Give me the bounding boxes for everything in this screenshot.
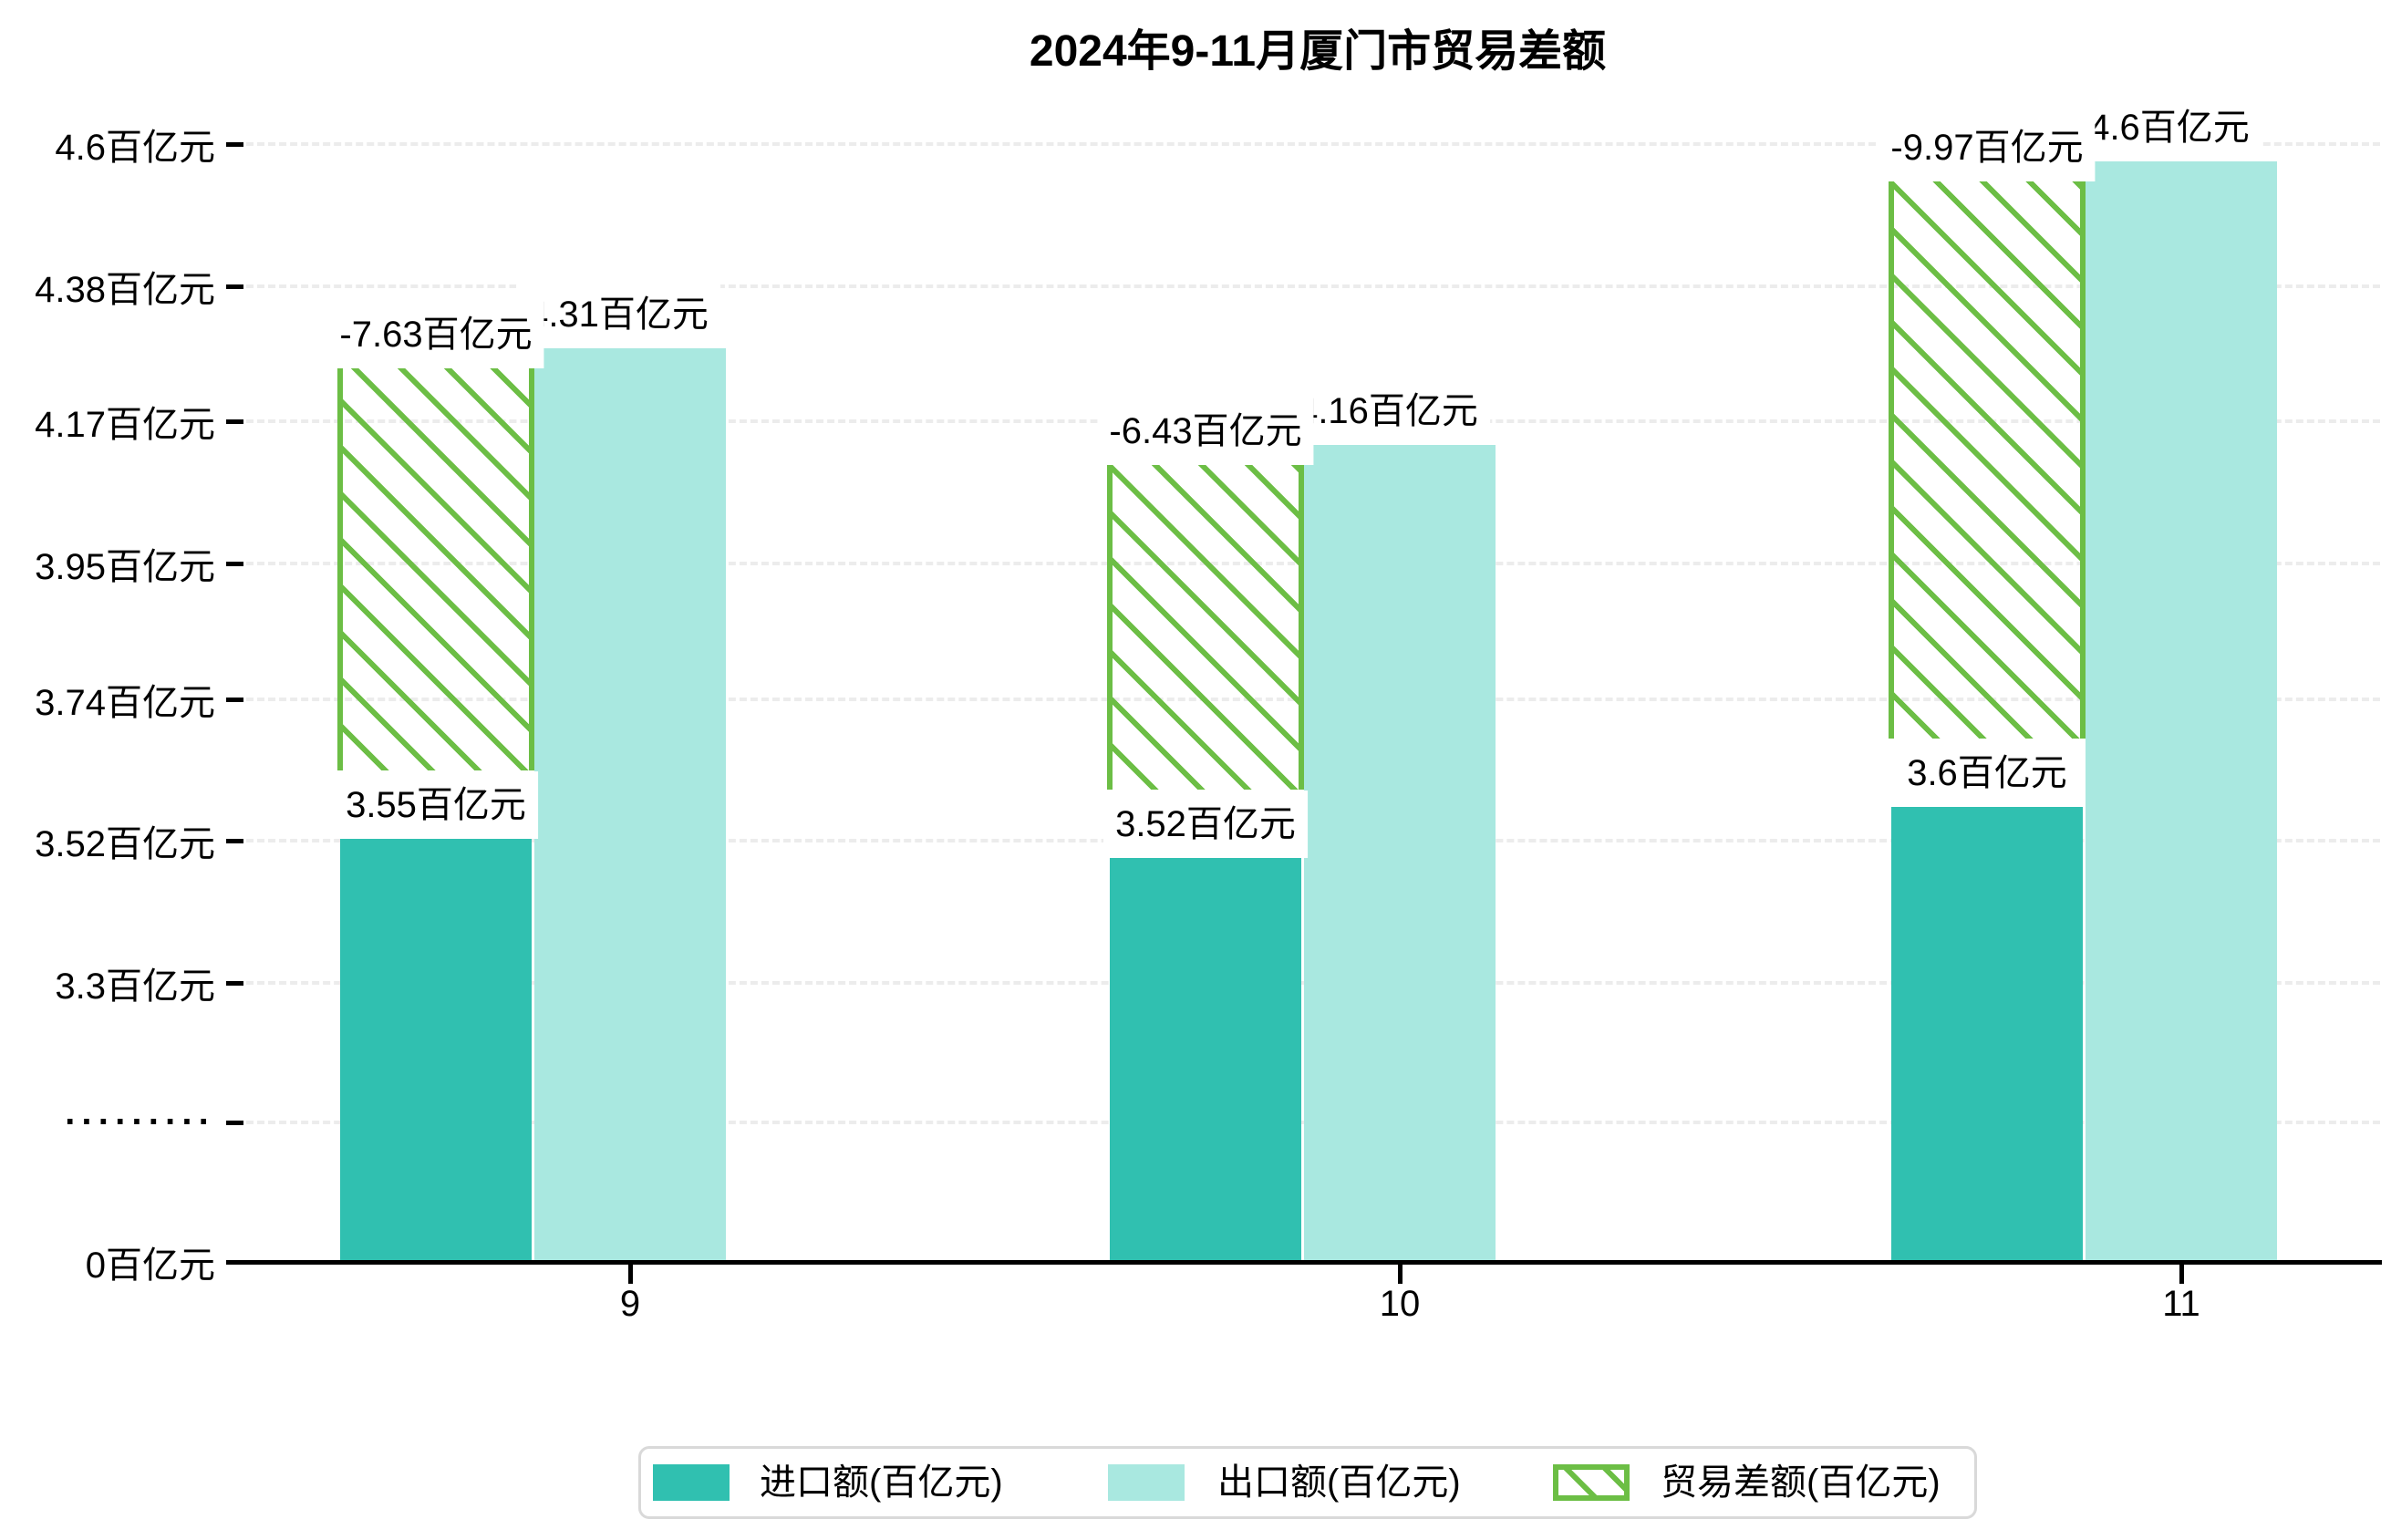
legend-swatch-balance-hatch [1553, 1464, 1630, 1501]
export-value-label: 4.31百亿元 [516, 281, 720, 349]
legend-label-import: 进口额(百亿元) [760, 1462, 1003, 1503]
import-value-label: 3.52百亿元 [1103, 791, 1308, 859]
y-tick-label: 4.6百亿元 [55, 127, 215, 168]
y-tick-mark [226, 839, 243, 844]
x-tick-label: 11 [2162, 1284, 2200, 1324]
import-bar-10 [1110, 858, 1301, 1260]
y-tick-label: 4.17百亿元 [35, 405, 215, 446]
balance-bar-11 [1889, 179, 2086, 739]
balance-value-label: -9.97百亿元 [1879, 113, 2096, 181]
y-tick-label: 3.95百亿元 [35, 546, 215, 587]
export-bar-9 [534, 348, 726, 1260]
y-gridline [246, 141, 2380, 146]
export-bar-11 [2086, 160, 2277, 1260]
legend-swatch-import [653, 1464, 730, 1501]
y-tick-label: ········· [65, 1101, 215, 1142]
y-tick-mark [226, 284, 243, 289]
y-tick-label: 3.74百亿元 [35, 682, 215, 723]
y-tick-mark [226, 1121, 243, 1125]
y-tick-mark [226, 419, 243, 425]
y-tick-mark [226, 981, 243, 986]
y-gridline [246, 284, 2380, 288]
x-tick-mark [1398, 1265, 1403, 1284]
x-tick-mark [2179, 1265, 2184, 1284]
export-bar-10 [1304, 445, 1496, 1260]
legend-swatch-export [1108, 1464, 1185, 1501]
y-tick-label: 0百亿元 [85, 1245, 215, 1286]
x-tick-label: 9 [619, 1284, 641, 1324]
x-tick-label: 10 [1379, 1284, 1421, 1324]
y-tick-label: 3.3百亿元 [55, 966, 215, 1007]
y-tick-label: 4.38百亿元 [35, 269, 215, 310]
legend: 进口额(百亿元) 出口额(百亿元) 贸易差额(百亿元) [638, 1446, 1977, 1519]
import-bar-9 [340, 839, 532, 1260]
balance-bar-10 [1107, 463, 1304, 791]
import-value-label: 3.55百亿元 [334, 771, 538, 840]
x-axis-line [226, 1260, 2382, 1265]
y-tick-mark [226, 561, 243, 566]
import-value-label: 3.6百亿元 [1895, 739, 2079, 807]
balance-bar-9 [337, 367, 534, 771]
export-value-label: 4.6百亿元 [2077, 93, 2262, 161]
export-value-label: 4.16百亿元 [1286, 377, 1490, 446]
y-tick-mark [226, 697, 243, 702]
y-tick-mark [226, 141, 243, 147]
chart-title: 2024年9-11月厦门市贸易差额 [1029, 27, 1607, 76]
y-tick-label: 3.52百亿元 [35, 824, 215, 865]
balance-value-label: -6.43百亿元 [1097, 398, 1314, 466]
balance-value-label: -7.63百亿元 [327, 301, 544, 369]
import-bar-11 [1891, 806, 2083, 1260]
legend-label-export: 出口额(百亿元) [1217, 1462, 1461, 1503]
legend-label-balance: 贸易差额(百亿元) [1661, 1462, 1941, 1503]
x-tick-mark [628, 1265, 633, 1284]
